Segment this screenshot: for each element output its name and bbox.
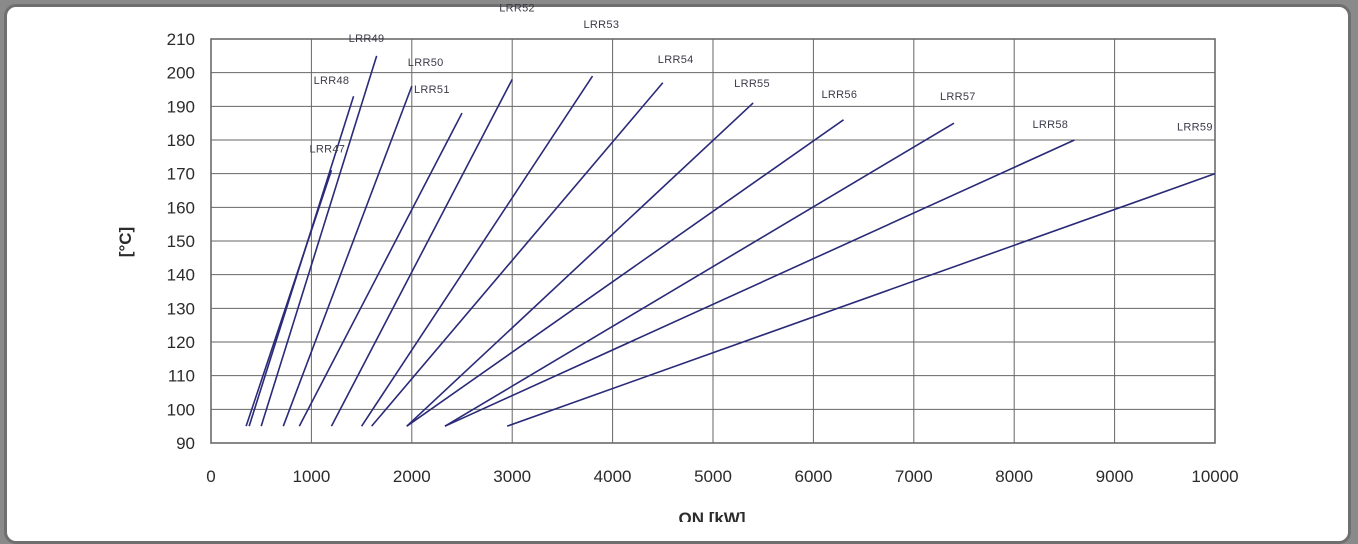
series-label-lrr48: LRR48 (314, 75, 350, 87)
series-line-lrr51 (298, 112, 463, 427)
y-tick-label: 180 (167, 131, 195, 150)
series-label-lrr56: LRR56 (822, 89, 858, 101)
series-label-lrr54: LRR54 (658, 54, 694, 66)
series-label-lrr55: LRR55 (734, 78, 770, 90)
x-tick-label: 0 (206, 467, 215, 486)
series-labels: LRR47 LRR48 LRR49 LRR50 LRR51 LRR52 LRR53 LRR54… (309, 2, 1212, 155)
x-tick-label: 7000 (895, 467, 933, 486)
series-line-lrr54 (371, 82, 664, 427)
x-tick-label: 1000 (292, 467, 330, 486)
y-tick-label: 100 (167, 400, 195, 419)
series-line-lrr52 (330, 79, 513, 427)
y-tick-label: 210 (167, 30, 195, 49)
y-tick-label: 150 (167, 232, 195, 251)
series-label-lrr57: LRR57 (940, 91, 976, 103)
grid (210, 38, 1216, 444)
series-line-lrr49 (260, 55, 378, 427)
y-tick-label: 170 (167, 165, 195, 184)
series-line-lrr57 (444, 122, 955, 427)
series-line-lrr59 (506, 172, 1216, 427)
y-tick-label: 110 (168, 367, 195, 386)
series-label-lrr58: LRR58 (1032, 119, 1068, 131)
series-line-lrr48 (248, 95, 355, 427)
y-axis-title: [°C] (116, 227, 135, 257)
series-line-lrr56 (406, 119, 844, 427)
x-axis-title: QN [kW] (678, 509, 745, 522)
series-line-lrr55 (406, 102, 754, 427)
y-tick-labels: 90 100 110 120 130 140 150 160 170 180 190 200 210 (167, 30, 195, 453)
series-label-lrr50: LRR50 (408, 57, 444, 69)
series-lines (245, 55, 1216, 427)
series-line-lrr53 (360, 75, 594, 427)
y-tick-label: 120 (167, 333, 195, 352)
x-tick-label: 6000 (794, 467, 832, 486)
series-label-lrr53: LRR53 (584, 19, 620, 31)
x-tick-label: 10000 (1191, 467, 1238, 486)
line-chart: 0 1000 2000 3000 4000 5000 6000 7000 8000 9000 100… (116, 2, 1239, 522)
x-tick-label: 3000 (493, 467, 531, 486)
x-tick-label: 5000 (694, 467, 732, 486)
y-tick-label: 140 (167, 266, 195, 285)
series-line-lrr58 (444, 139, 1075, 427)
y-tick-label: 190 (167, 97, 195, 116)
x-tick-label: 2000 (393, 467, 431, 486)
series-label-lrr49: LRR49 (349, 33, 385, 45)
x-tick-labels: 0 1000 2000 3000 4000 5000 6000 7000 8000 9000 100… (206, 467, 1238, 486)
x-tick-label: 9000 (1096, 467, 1134, 486)
x-tick-label: 8000 (995, 467, 1033, 486)
x-tick-label: 4000 (594, 467, 632, 486)
y-tick-label: 90 (176, 434, 195, 453)
series-label-lrr52: LRR52 (499, 2, 535, 14)
series-label-lrr59: LRR59 (1177, 122, 1213, 134)
y-tick-label: 130 (167, 299, 195, 318)
series-label-lrr47: LRR47 (309, 143, 345, 155)
y-tick-label: 160 (167, 198, 195, 217)
series-label-lrr51: LRR51 (414, 84, 450, 96)
series-line-lrr50 (282, 85, 413, 427)
y-tick-label: 200 (167, 64, 195, 83)
